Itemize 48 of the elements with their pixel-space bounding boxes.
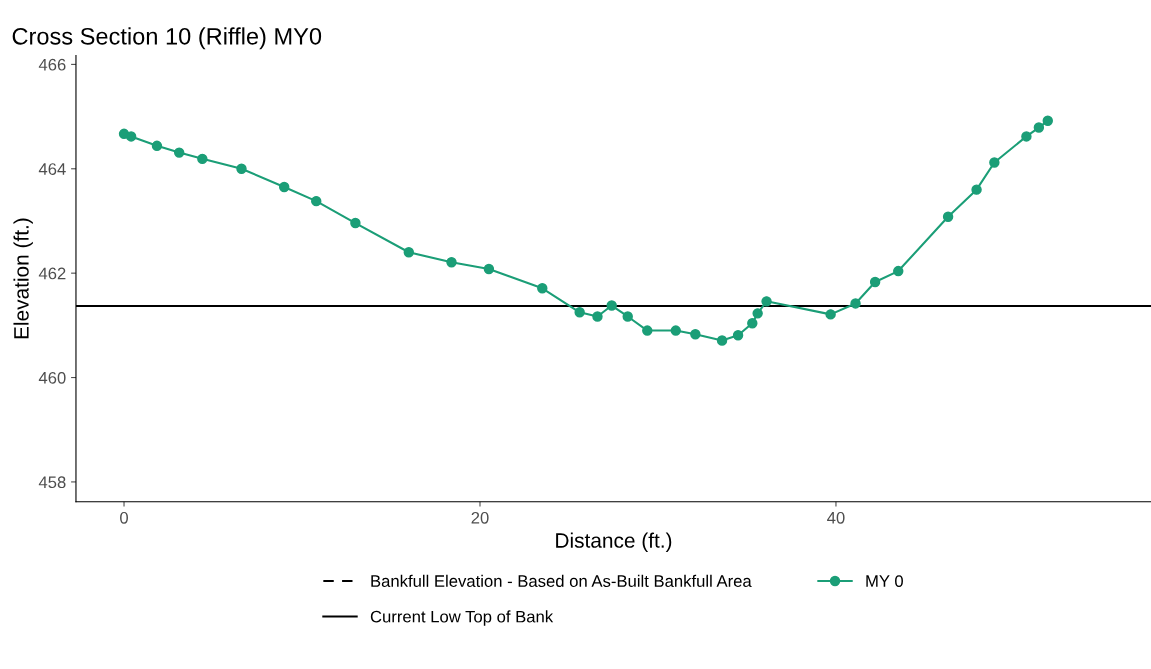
point bbox=[752, 308, 763, 319]
point bbox=[942, 211, 954, 223]
point bbox=[825, 309, 836, 320]
point bbox=[622, 311, 633, 322]
point bbox=[574, 307, 585, 318]
point bbox=[483, 263, 495, 275]
x-axis-title: Distance (ft.) bbox=[556, 532, 672, 552]
x-tick-label: 20 bbox=[471, 511, 489, 524]
point bbox=[311, 195, 322, 207]
point bbox=[537, 283, 548, 294]
y-tick-label: 464 bbox=[38, 163, 66, 175]
point bbox=[761, 296, 772, 307]
point bbox=[989, 157, 1000, 168]
point bbox=[642, 325, 653, 336]
point bbox=[236, 163, 247, 174]
point bbox=[350, 217, 361, 229]
point bbox=[747, 318, 758, 329]
chart-title: Cross Section 10 (Riffle) MY0 bbox=[12, 27, 322, 50]
point bbox=[716, 335, 728, 346]
point bbox=[197, 153, 208, 165]
y-tick-label: 466 bbox=[38, 58, 66, 71]
y-axis-title: Elevation (ft.) bbox=[13, 218, 33, 339]
point bbox=[850, 298, 861, 309]
point bbox=[125, 131, 137, 142]
x-tick-label: 40 bbox=[827, 511, 845, 524]
legend-label: MY 0 bbox=[866, 575, 903, 587]
point bbox=[279, 181, 290, 193]
point bbox=[1033, 122, 1045, 133]
legend-label: Current Low Top of Bank bbox=[370, 610, 554, 626]
point bbox=[173, 147, 185, 158]
point bbox=[592, 311, 603, 322]
point bbox=[606, 300, 617, 311]
point bbox=[732, 330, 744, 341]
text: Bankfull Elevation - Based on As-Built Bankfull Area bbox=[371, 574, 752, 587]
point bbox=[446, 256, 457, 268]
point bbox=[971, 184, 982, 195]
y-tick-label: 460 bbox=[38, 371, 66, 384]
point bbox=[1021, 131, 1032, 142]
point bbox=[670, 325, 681, 336]
point bbox=[403, 247, 415, 258]
x-tick-label: 0 bbox=[120, 511, 129, 524]
point bbox=[690, 329, 701, 340]
point bbox=[869, 276, 881, 288]
point bbox=[151, 140, 163, 152]
y-tick-label: 462 bbox=[38, 267, 66, 280]
point bbox=[893, 265, 904, 277]
point bbox=[1042, 115, 1053, 126]
y-tick-label: 458 bbox=[38, 476, 66, 489]
